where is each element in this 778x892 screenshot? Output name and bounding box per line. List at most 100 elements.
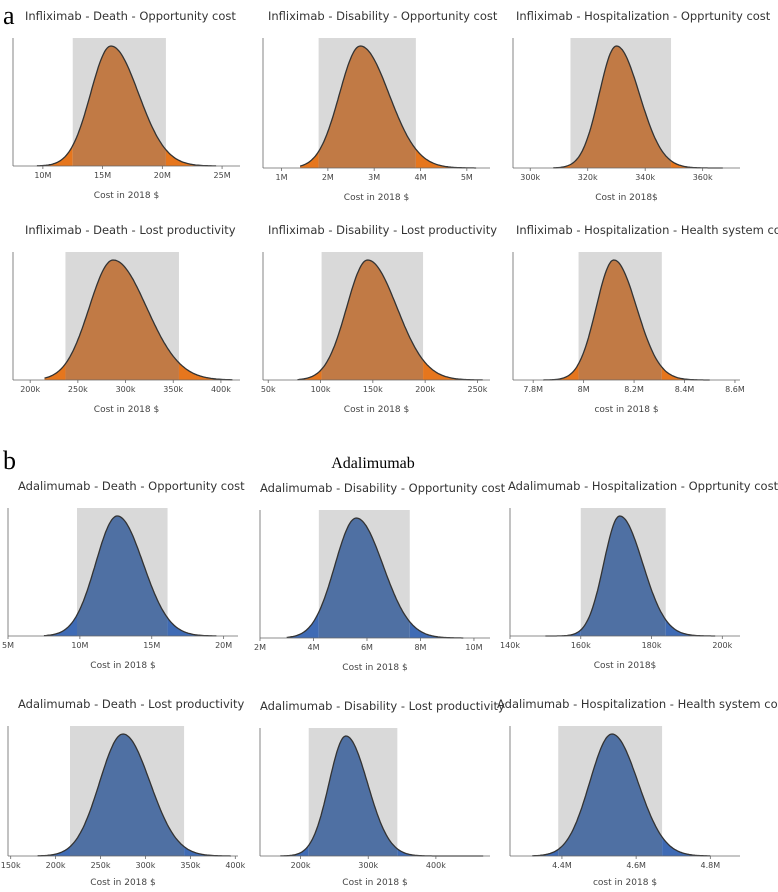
density-curve bbox=[299, 45, 477, 169]
density-left-tail bbox=[545, 516, 581, 636]
x-tick-label: 2M bbox=[322, 173, 334, 182]
density-curve bbox=[286, 517, 464, 639]
chart-title: Adalimumab - Disability - Lost productiv… bbox=[260, 699, 505, 713]
x-tick-label: 340k bbox=[635, 173, 655, 182]
x-tick-label: 250k bbox=[91, 861, 111, 870]
x-tick-label: 25M bbox=[214, 171, 231, 180]
density-right-tail bbox=[671, 46, 723, 168]
density-left-tail bbox=[44, 260, 66, 380]
x-tick-label: 100k bbox=[311, 385, 331, 394]
density-curve bbox=[545, 515, 716, 637]
chart-panel: Infliximab - Disability - Opportunity co… bbox=[262, 9, 498, 203]
chart-panel: Infliximab - Hospitalization - Opprtunit… bbox=[512, 9, 771, 203]
density-curve bbox=[297, 259, 483, 381]
chart-panel: Infliximab - Hospitalization - Health sy… bbox=[512, 223, 778, 415]
density-right-tail bbox=[184, 734, 231, 856]
density-left-tail bbox=[543, 260, 579, 380]
x-tick-label: 8M bbox=[414, 643, 426, 652]
x-tick-label: 300k bbox=[136, 861, 156, 870]
chart-title: Adalimumab - Hospitalization - Opprtunit… bbox=[508, 479, 778, 493]
chart-panel: Adalimumab - Disability - Opportunity co… bbox=[254, 481, 506, 673]
x-tick-label: 140k bbox=[500, 641, 520, 650]
x-tick-label: 7.8M bbox=[523, 385, 543, 394]
charts-container: Infliximab - Death - Opportunity cost 10M… bbox=[1, 9, 778, 888]
x-tick-label: 15M bbox=[143, 641, 160, 650]
x-tick-label: 300k bbox=[358, 861, 378, 870]
x-tick-label: 400k bbox=[426, 861, 446, 870]
x-tick-label: 250k bbox=[467, 385, 487, 394]
x-tick-label: 200k bbox=[20, 385, 40, 394]
x-tick-label: 4.4M bbox=[552, 861, 572, 870]
density-curve bbox=[532, 733, 711, 857]
x-tick-label: 400k bbox=[225, 861, 245, 870]
density-right-tail bbox=[397, 736, 484, 856]
x-tick-label: 1M bbox=[276, 173, 288, 182]
x-tick-label: 5M bbox=[2, 641, 14, 650]
density-curve bbox=[44, 259, 233, 381]
density-right-tail bbox=[178, 260, 233, 380]
x-axis-label: Cost in 2018 $ bbox=[342, 663, 407, 673]
x-tick-label: 360k bbox=[693, 173, 713, 182]
x-axis-label: Cost in 2018 $ bbox=[344, 193, 409, 203]
x-axis-label: Cost in 2018 $ bbox=[90, 878, 155, 888]
x-tick-label: 10M bbox=[34, 171, 51, 180]
x-tick-label: 8M bbox=[578, 385, 590, 394]
chart-panel: Adalimumab - Death - Lost productivity 15… bbox=[1, 697, 246, 888]
x-tick-label: 300k bbox=[520, 173, 540, 182]
density-fill bbox=[43, 516, 217, 636]
chart-title: Infliximab - Disability - Lost productiv… bbox=[268, 223, 497, 237]
x-tick-label: 180k bbox=[642, 641, 662, 650]
x-tick-label: 10M bbox=[465, 643, 482, 652]
x-tick-label: 50k bbox=[261, 385, 276, 394]
chart-panel: Infliximab - Disability - Lost productiv… bbox=[261, 223, 497, 415]
x-tick-label: 200k bbox=[46, 861, 66, 870]
chart-title: Infliximab - Death - Lost productivity bbox=[25, 223, 236, 237]
chart-panel: Adalimumab - Death - Opportunity cost 5M 1… bbox=[2, 479, 245, 671]
x-tick-label: 4M bbox=[415, 173, 427, 182]
panel-letter-b: b bbox=[3, 446, 16, 475]
density-left-tail bbox=[300, 46, 319, 168]
x-tick-label: 3M bbox=[368, 173, 380, 182]
density-right-tail bbox=[415, 46, 477, 168]
density-left-tail bbox=[280, 736, 309, 856]
chart-title: Adalimumab - Death - Opportunity cost bbox=[18, 479, 245, 493]
density-right-tail bbox=[409, 518, 464, 638]
density-left-tail bbox=[297, 260, 322, 380]
density-curve bbox=[36, 45, 217, 167]
x-axis-label: Cost in 2018 $ bbox=[90, 661, 155, 671]
x-tick-label: 160k bbox=[571, 641, 591, 650]
chart-panel: Adalimumab - Disability - Lost productiv… bbox=[259, 699, 505, 888]
chart-panel: Adalimumab - Hospitalization - Health sy… bbox=[497, 697, 778, 888]
density-right-tail bbox=[665, 516, 716, 636]
x-tick-label: 320k bbox=[578, 173, 598, 182]
x-tick-label: 6M bbox=[361, 643, 373, 652]
density-curve bbox=[43, 515, 217, 637]
chart-title: Infliximab - Death - Opportunity cost bbox=[25, 9, 236, 23]
x-axis-label: cost in 2018 $ bbox=[593, 878, 657, 888]
density-fill bbox=[37, 734, 231, 856]
x-tick-label: 15M bbox=[94, 171, 111, 180]
density-left-tail bbox=[36, 46, 73, 166]
x-tick-label: 400k bbox=[211, 385, 231, 394]
density-left-tail bbox=[43, 516, 77, 636]
density-curve bbox=[543, 259, 710, 381]
x-tick-label: 300k bbox=[116, 385, 136, 394]
chart-title: Adalimumab - Death - Lost productivity bbox=[18, 697, 244, 711]
x-tick-label: 350k bbox=[163, 385, 183, 394]
x-tick-label: 10M bbox=[71, 641, 88, 650]
x-tick-label: 8.4M bbox=[675, 385, 695, 394]
density-fill bbox=[297, 260, 483, 380]
density-right-tail bbox=[423, 260, 483, 380]
x-axis-label: cost in 2018 $ bbox=[594, 405, 658, 415]
x-tick-label: 8.6M bbox=[725, 385, 745, 394]
density-fill bbox=[545, 516, 716, 636]
chart-title: Infliximab - Hospitalization - Opprtunit… bbox=[516, 9, 771, 23]
x-tick-label: 200k bbox=[415, 385, 435, 394]
chart-title: Adalimumab - Disability - Opportunity co… bbox=[260, 481, 506, 495]
x-axis-label: Cost in 2018 $ bbox=[94, 405, 159, 415]
x-tick-label: 5M bbox=[461, 173, 473, 182]
x-tick-label: 200k bbox=[712, 641, 732, 650]
x-tick-label: 4M bbox=[307, 643, 319, 652]
density-left-tail bbox=[532, 734, 559, 856]
x-axis-label: Cost in 2018$ bbox=[595, 193, 658, 203]
